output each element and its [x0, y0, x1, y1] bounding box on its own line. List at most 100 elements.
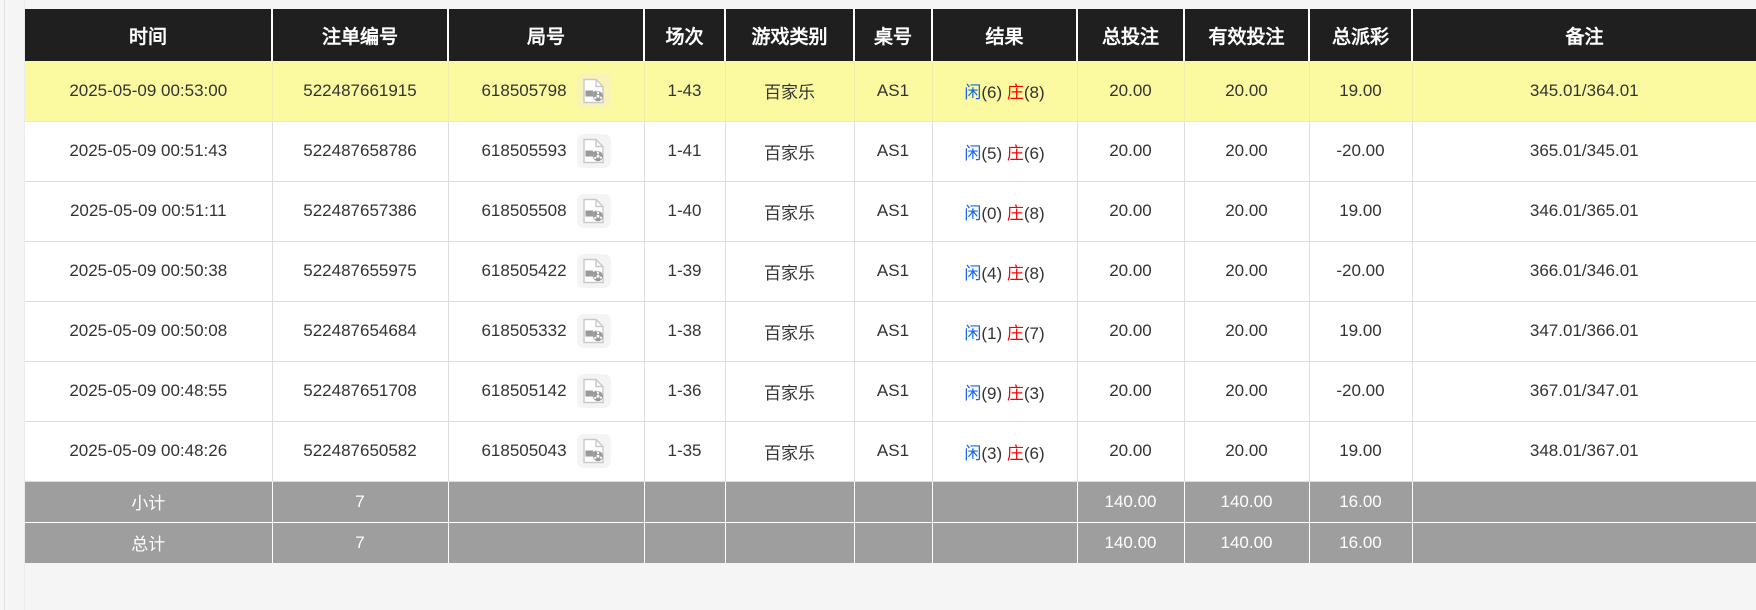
cell-total-bet: 20.00	[1077, 361, 1185, 422]
cell-session: 1-39	[644, 241, 726, 302]
cell-game-type: 百家乐	[725, 361, 855, 422]
summary-session	[644, 481, 726, 523]
result-player-value: (9)	[981, 383, 1003, 403]
table-row[interactable]: 2025-05-09 00:48:55 522487651708 618505142…	[25, 361, 1756, 422]
cell-remark: 348.01/367.01	[1412, 421, 1756, 482]
column-header-total_bet[interactable]: 总投注	[1077, 9, 1185, 61]
video-file-icon[interactable]	[576, 434, 611, 468]
cell-table-no: AS1	[854, 61, 933, 122]
round-no-text: 618505508	[481, 201, 567, 220]
column-header-time[interactable]: 时间	[25, 9, 273, 61]
cell-payout: 19.00	[1309, 301, 1413, 362]
cell-order-no: 522487651708	[272, 361, 449, 422]
column-header-remark[interactable]: 备注	[1412, 9, 1756, 61]
cell-round-no: 618505142	[448, 361, 645, 422]
cell-round-no: 618505593	[448, 121, 645, 182]
table-row[interactable]: 2025-05-09 00:50:38 522487655975 618505422…	[25, 241, 1756, 302]
cell-round-no: 618505043	[448, 421, 645, 482]
table-row[interactable]: 2025-05-09 00:51:43 522487658786 618505593…	[25, 121, 1756, 182]
bet-history-table: 时间 注单编号 局号 场次 游戏类别 桌号 结果 总投注 有效投注 总派彩 备注 2025-05-0…	[25, 9, 1756, 563]
cell-total-bet: 20.00	[1077, 121, 1185, 182]
column-header-order_no[interactable]: 注单编号	[272, 9, 449, 61]
round-no-text: 618505332	[481, 321, 567, 340]
cell-order-no: 522487657386	[272, 181, 449, 242]
round-no-text: 618505142	[481, 381, 567, 400]
cell-time: 2025-05-09 00:53:00	[25, 61, 273, 122]
page-gutter-line-outer	[4, 0, 5, 610]
summary-remark	[1412, 481, 1756, 523]
cell-time: 2025-05-09 00:51:43	[25, 121, 273, 182]
result-player-value: (1)	[981, 323, 1003, 343]
cell-round-no: 618505508	[448, 181, 645, 242]
round-no-text: 618505422	[481, 261, 567, 280]
cell-game-type: 百家乐	[725, 181, 855, 242]
video-file-icon[interactable]	[576, 254, 611, 288]
bet-history-table-container: 时间 注单编号 局号 场次 游戏类别 桌号 结果 总投注 有效投注 总派彩 备注 2025-05-0…	[25, 9, 1756, 563]
cell-time: 2025-05-09 00:51:11	[25, 181, 273, 242]
column-header-round_no[interactable]: 局号	[448, 9, 645, 61]
result-player-value: (4)	[981, 263, 1003, 283]
summary-total-bet: 140.00	[1077, 522, 1185, 563]
result-banker-value: (6)	[1023, 143, 1045, 163]
cell-total-bet: 20.00	[1077, 61, 1185, 122]
summary-table-no	[854, 522, 933, 563]
cell-valid-bet: 20.00	[1184, 181, 1310, 242]
result-banker-value: (8)	[1023, 203, 1045, 223]
result-banker-value: (3)	[1023, 383, 1045, 403]
cell-valid-bet: 20.00	[1184, 361, 1310, 422]
summary-table-no	[854, 481, 933, 523]
column-header-table_no[interactable]: 桌号	[854, 9, 933, 61]
column-header-valid_bet[interactable]: 有效投注	[1184, 9, 1310, 61]
cell-time: 2025-05-09 00:48:26	[25, 421, 273, 482]
summary-session	[644, 522, 726, 563]
cell-valid-bet: 20.00	[1184, 61, 1310, 122]
result-player-label: 闲	[964, 443, 982, 463]
summary-payout: 16.00	[1309, 522, 1413, 563]
cell-valid-bet: 20.00	[1184, 241, 1310, 302]
cell-table-no: AS1	[854, 421, 933, 482]
result-player-label: 闲	[964, 323, 982, 343]
cell-session: 1-38	[644, 301, 726, 362]
result-banker-value: (8)	[1023, 263, 1045, 283]
table-row[interactable]: 2025-05-09 00:53:00 522487661915 618505798…	[25, 61, 1756, 122]
cell-time: 2025-05-09 00:50:38	[25, 241, 273, 302]
round-no-text: 618505043	[481, 441, 567, 460]
column-header-game_type[interactable]: 游戏类别	[725, 9, 855, 61]
cell-result: 闲(5) 庄(6)	[932, 121, 1078, 182]
video-file-icon[interactable]	[576, 314, 611, 348]
cell-valid-bet: 20.00	[1184, 421, 1310, 482]
summary-count: 7	[272, 481, 449, 523]
column-header-result[interactable]: 结果	[932, 9, 1078, 61]
cell-round-no: 618505422	[448, 241, 645, 302]
result-player-label: 闲	[964, 383, 982, 403]
video-file-icon[interactable]	[576, 374, 611, 408]
cell-payout: -20.00	[1309, 121, 1413, 182]
cell-total-bet: 20.00	[1077, 181, 1185, 242]
cell-result: 闲(4) 庄(8)	[932, 241, 1078, 302]
video-file-icon[interactable]	[576, 194, 611, 228]
summary-label: 总计	[25, 522, 273, 563]
column-header-payout[interactable]: 总派彩	[1309, 9, 1413, 61]
summary-row: 小计 7 140.00 140.00 16.00	[25, 481, 1756, 523]
cell-remark: 365.01/345.01	[1412, 121, 1756, 182]
cell-order-no: 522487650582	[272, 421, 449, 482]
table-row[interactable]: 2025-05-09 00:51:11 522487657386 618505508…	[25, 181, 1756, 242]
column-header-session[interactable]: 场次	[644, 9, 726, 61]
summary-game-type	[725, 481, 855, 523]
cell-session: 1-41	[644, 121, 726, 182]
table-row[interactable]: 2025-05-09 00:50:08 522487654684 618505332…	[25, 301, 1756, 362]
table-body: 2025-05-09 00:53:00 522487661915 618505798…	[25, 61, 1756, 563]
table-row[interactable]: 2025-05-09 00:48:26 522487650582 618505043…	[25, 421, 1756, 482]
video-file-icon[interactable]	[576, 73, 611, 108]
summary-count: 7	[272, 522, 449, 563]
cell-table-no: AS1	[854, 121, 933, 182]
result-banker-label: 庄	[1006, 203, 1024, 223]
result-player-label: 闲	[964, 143, 982, 163]
cell-remark: 366.01/346.01	[1412, 241, 1756, 302]
cell-payout: -20.00	[1309, 241, 1413, 302]
summary-total-bet: 140.00	[1077, 481, 1185, 523]
result-player-value: (6)	[981, 83, 1003, 103]
video-file-icon[interactable]	[576, 134, 611, 168]
result-banker-value: (6)	[1023, 443, 1045, 463]
